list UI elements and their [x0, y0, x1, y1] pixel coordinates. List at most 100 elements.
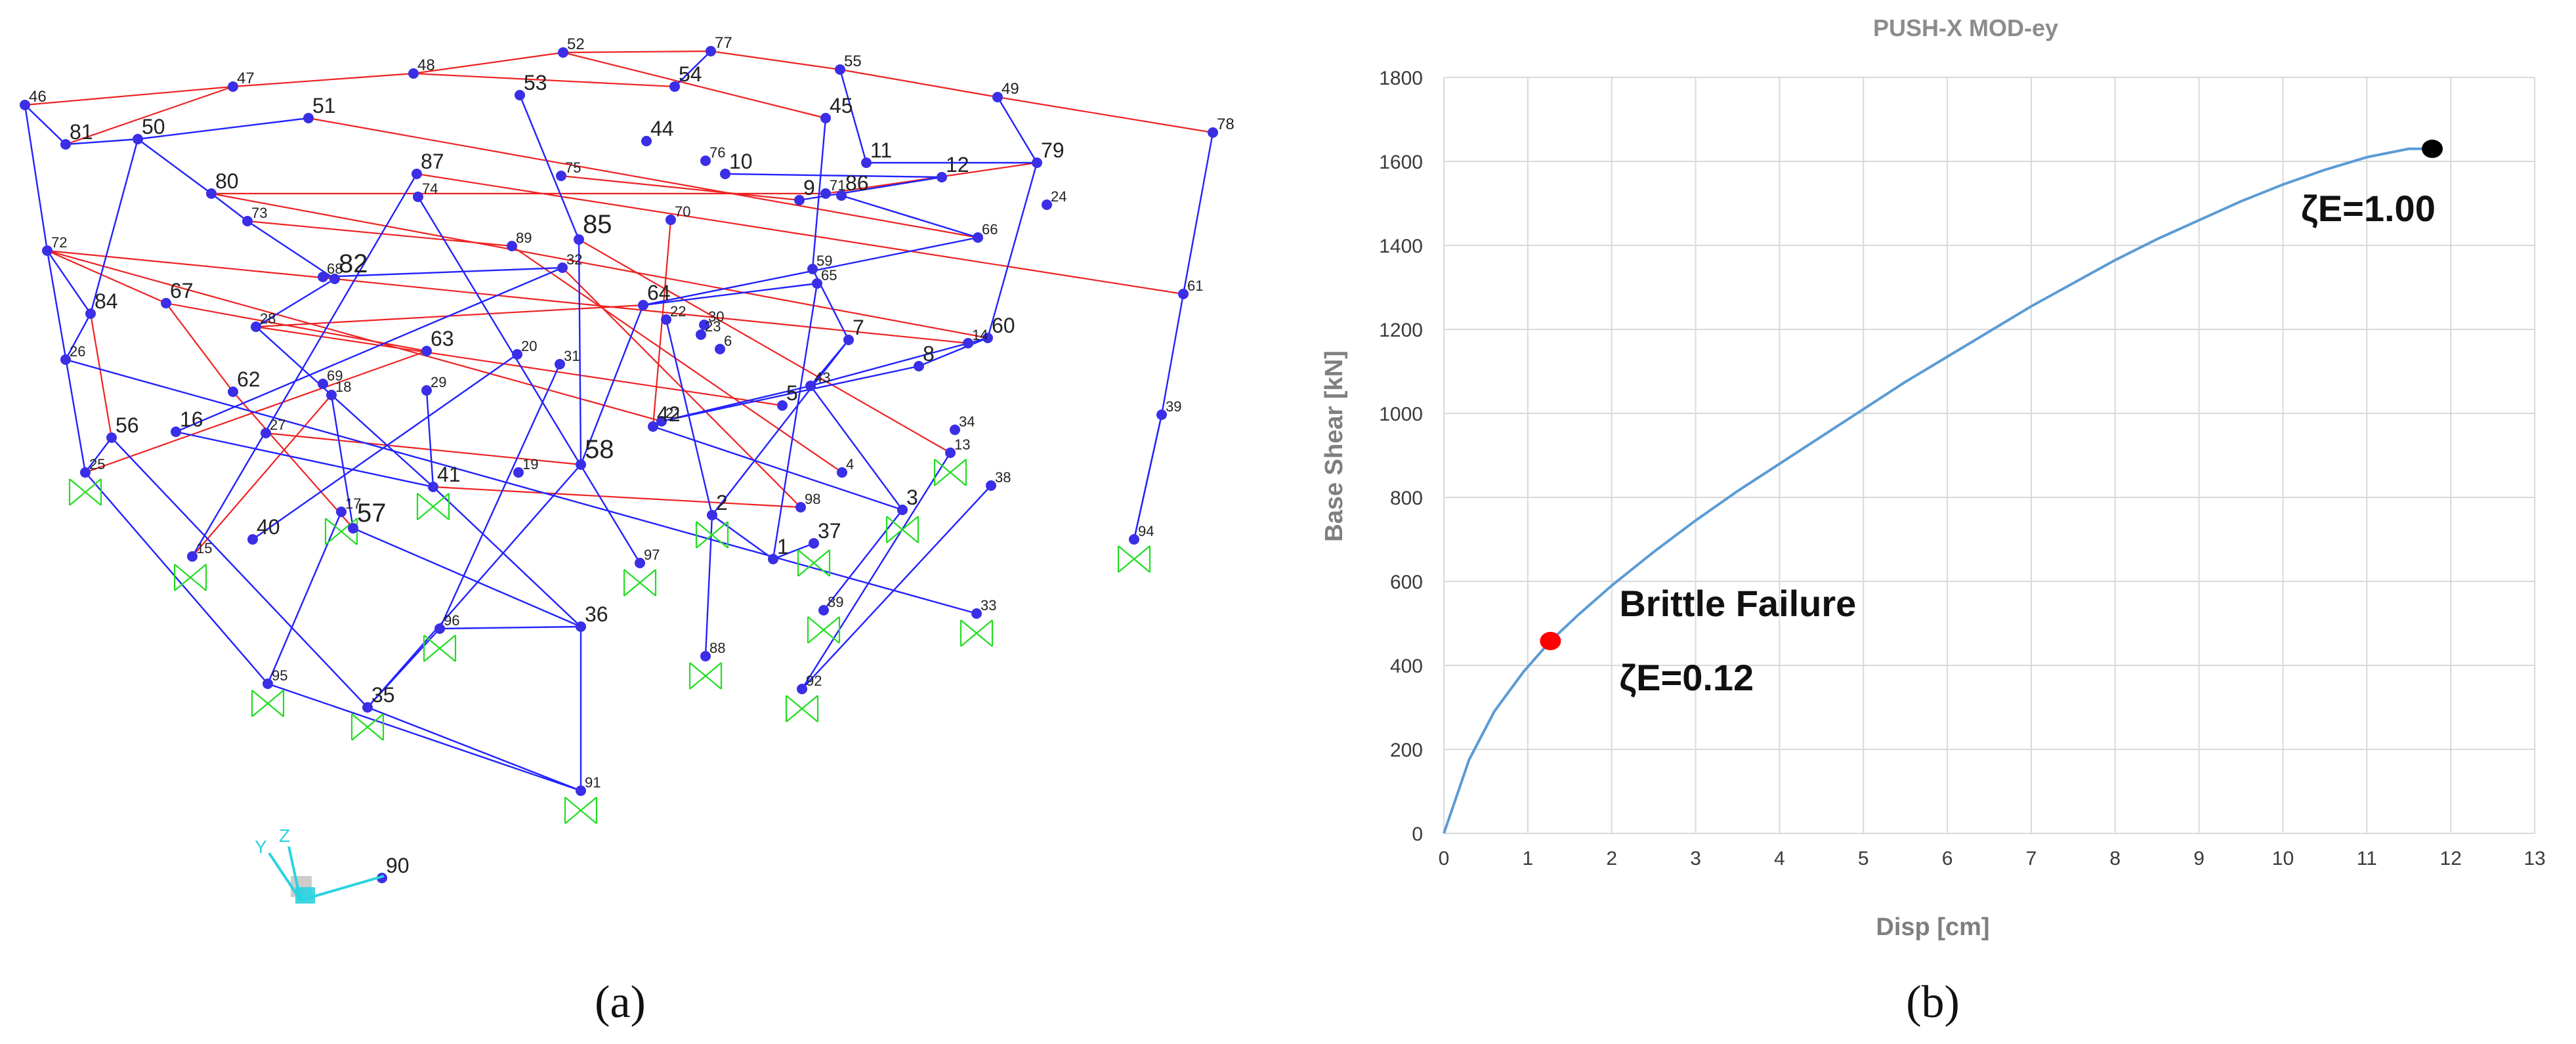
frame-node	[574, 234, 584, 245]
frame-node	[648, 421, 658, 432]
frame-node	[1032, 157, 1042, 168]
chart-point-markers	[1540, 139, 2443, 650]
frame-node	[699, 320, 709, 330]
frame-node	[512, 349, 522, 360]
frame-node	[945, 448, 956, 458]
node-label: 78	[1217, 115, 1235, 133]
beam-member	[652, 219, 672, 427]
frame-member	[801, 452, 952, 690]
frame-node	[336, 507, 347, 517]
panel-b-label: (b)	[1906, 977, 1960, 1028]
node-label: 22	[670, 303, 686, 320]
frame-nodes	[20, 46, 1218, 883]
beam-member	[562, 51, 826, 119]
node-label: 27	[270, 417, 285, 433]
fixed-support-icon	[807, 616, 841, 644]
frame-node	[263, 679, 273, 689]
frame-node	[973, 232, 983, 243]
beam-member	[334, 278, 969, 345]
node-label: 90	[386, 854, 410, 877]
x-axis-title: Disp [cm]	[1876, 913, 1989, 941]
frame-member	[65, 358, 977, 615]
node-label: 97	[644, 547, 660, 563]
x-tick-label: 0	[1439, 848, 1450, 869]
frame-node	[794, 195, 805, 205]
fixed-support-icon	[423, 635, 457, 662]
frame-node	[80, 467, 91, 478]
fixed-support-icon	[960, 619, 994, 647]
y-tick-label: 1200	[1379, 320, 1423, 341]
node-label: 11	[870, 138, 892, 162]
node-label: 34	[959, 413, 975, 430]
frame-node	[20, 100, 30, 110]
y-tick-labels: 0 200 400 600 800 1000 1200 1400 1600 1800	[1379, 68, 1423, 845]
node-label: 65	[821, 267, 837, 283]
node-label: 31	[564, 348, 580, 364]
chart-annotations: Brittle Failure ζE=0.12 ζE=1.00	[1619, 188, 2436, 698]
axis-z-label: Z	[279, 825, 290, 846]
frame-node	[807, 264, 818, 274]
frame-node	[60, 354, 71, 365]
node-label: 42	[657, 402, 681, 426]
frame-member	[352, 527, 581, 628]
node-label: 18	[335, 379, 351, 395]
node-label: 89	[516, 230, 532, 246]
frame-node	[161, 298, 171, 308]
frame-member	[652, 425, 903, 511]
node-label: 89	[828, 594, 843, 610]
frame-node	[707, 510, 717, 520]
x-tick-label: 9	[2193, 848, 2205, 869]
node-label: 2	[716, 491, 728, 514]
y-tick-label: 0	[1412, 824, 1423, 845]
fixed-support-icon	[785, 695, 819, 722]
frame-member	[211, 193, 248, 222]
node-label: 74	[422, 180, 438, 197]
frame-node	[861, 157, 872, 168]
fixed-support-icon	[797, 549, 831, 577]
node-label: 57	[357, 499, 387, 528]
frame-member	[367, 464, 581, 708]
frame-member	[191, 173, 418, 557]
frame-member	[841, 194, 979, 239]
frame-node	[696, 329, 706, 340]
frame-member	[996, 96, 1038, 163]
y-tick-label: 1400	[1379, 236, 1423, 257]
node-label: 87	[421, 150, 444, 173]
beam-member	[211, 192, 988, 339]
frame-member	[1133, 414, 1163, 540]
frame-node	[706, 46, 716, 56]
node-label: 91	[585, 774, 601, 791]
frame-member	[661, 365, 919, 423]
frame-member	[64, 313, 92, 360]
y-axis-title: Base Shear [kN]	[1320, 350, 1348, 541]
beam-member	[578, 239, 951, 453]
frame-node	[362, 702, 373, 713]
node-label: 16	[180, 407, 203, 431]
frame-member	[711, 514, 774, 560]
node-label: 25	[89, 456, 105, 472]
beam-member	[165, 302, 427, 352]
node-label: 54	[679, 62, 702, 86]
frame-member	[255, 326, 434, 488]
frame-node	[421, 346, 432, 356]
frame-node	[60, 139, 71, 150]
node-label: 92	[806, 673, 822, 689]
beam-member	[232, 72, 414, 88]
frame-node	[434, 623, 445, 634]
frame-member	[986, 162, 1038, 339]
frame-member	[266, 511, 343, 684]
node-label: 35	[371, 683, 395, 707]
frame-member	[580, 304, 644, 465]
frame-node	[635, 558, 645, 568]
red-beam-members	[24, 50, 1214, 557]
chart-title: PUSH-X MOD-ey	[1873, 14, 2058, 41]
node-label: 40	[257, 515, 280, 539]
frame-node	[992, 92, 1003, 102]
frame-node	[809, 538, 819, 549]
frame-member	[85, 437, 112, 473]
pushover-curve-line	[1443, 147, 2433, 834]
fixed-support-icon	[350, 713, 385, 741]
frame-member	[1160, 293, 1185, 415]
frame-node	[421, 385, 432, 396]
frame-node	[228, 81, 238, 92]
